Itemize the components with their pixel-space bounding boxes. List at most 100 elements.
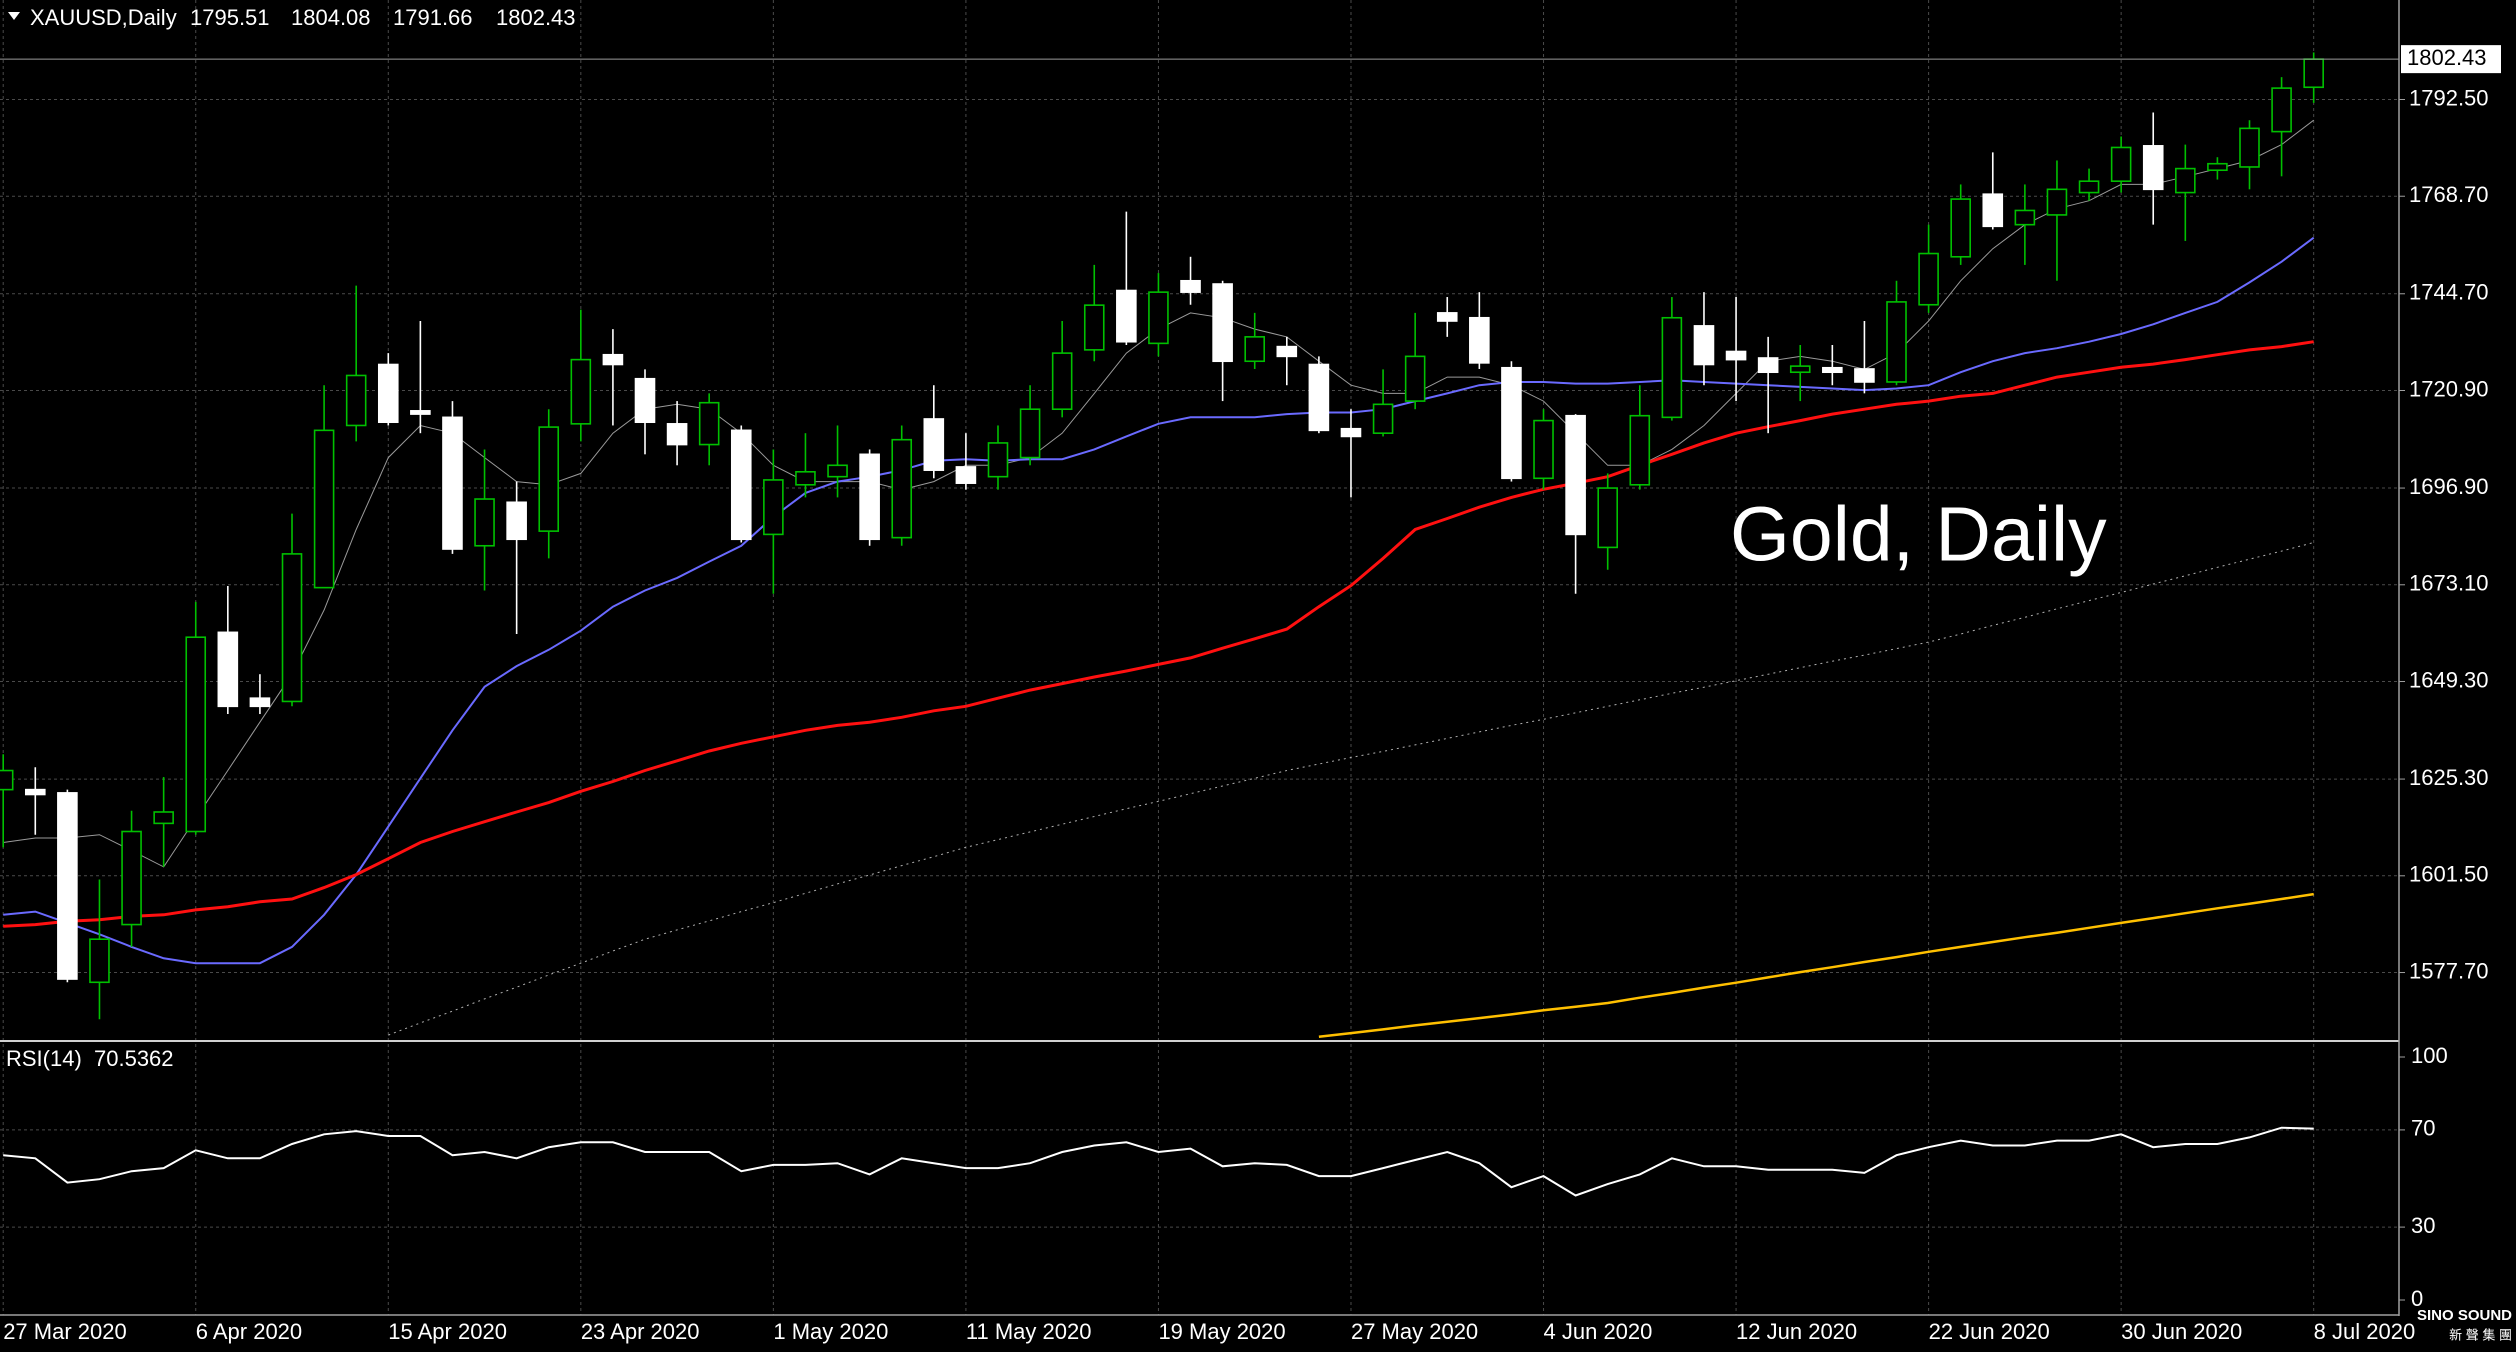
candle-body [2271,87,2292,133]
candle-body [0,769,14,791]
candle-body [730,429,752,541]
candle-body [1982,193,2004,228]
current-price-tag [2401,45,2501,74]
candle-body [1372,403,1394,434]
candle-body [1789,365,1811,374]
candle-body [1886,301,1907,383]
candle-body [1404,355,1426,402]
candle-body [1629,414,1651,486]
candle-body [1597,487,1618,549]
current-price-label: 1802.43 [2407,45,2487,70]
x-tick-label: 6 Apr 2020 [196,1319,302,1344]
header-low: 1791.66 [393,5,473,30]
candle-body [410,410,431,415]
candle-body [121,830,142,926]
y-tick-label: 1768.70 [2409,182,2489,207]
candle-body [2078,180,2100,194]
x-tick-label: 8 Jul 2020 [2314,1319,2416,1344]
candle-body [1051,352,1073,411]
header-open: 1795.51 [190,5,270,30]
y-tick-label: 1577.70 [2409,958,2489,983]
y-tick-label: 0 [2411,1286,2423,1311]
candle-body [602,353,624,366]
candle-body [153,811,174,825]
y-tick-label: 1696.90 [2409,474,2489,499]
watermark: Gold, Daily [1730,491,2107,577]
rsi-panel [3,1126,2314,1197]
moving-average-line [1318,892,2314,1038]
candle-body [1661,316,1683,419]
candle-body [1918,252,1939,306]
candle-body [249,697,271,708]
candle-body [666,423,688,446]
candle-body [89,938,110,984]
candle-body [1116,289,1137,343]
candle-body [1148,291,1169,345]
menu-triangle[interactable] [8,12,20,20]
candle-body [1693,325,1715,366]
rsi-line [3,1126,2314,1197]
candle-body [698,401,720,446]
x-tick-label: 11 May 2020 [966,1319,1092,1344]
candle-body [442,416,463,550]
candle-body [281,553,303,703]
x-tick-label: 22 Jun 2020 [1929,1319,2050,1344]
candle-body [506,501,527,541]
x-tick-label: 12 Jun 2020 [1736,1319,1857,1344]
header-close: 1802.43 [496,5,576,30]
x-tick-label: 27 May 2020 [1351,1319,1478,1344]
candle-body [185,636,207,833]
candle-body [345,374,367,427]
candle-body [2239,127,2260,168]
candle-body [1212,283,1233,363]
axis-layer: 27 Mar 2020 6 Apr 2020 15 Apr 2020 23 Apr 2… [0,45,2501,1344]
candle-body [923,418,945,471]
y-tick-label: 1744.70 [2409,280,2489,305]
candle-body [1019,408,1041,459]
candle-body [24,788,46,796]
candle-body [1180,279,1201,293]
candle-body [2014,209,2036,226]
y-tick-label: 1649.30 [2409,667,2489,692]
candle-body [2142,145,2164,191]
y-tick-label: 1625.30 [2409,765,2489,790]
candle-body [2110,146,2132,182]
candle-body [795,470,816,486]
moving-average-line [3,236,2315,965]
y-tick-label: 100 [2411,1043,2448,1068]
candle-body [1340,427,1362,438]
candle-body [1083,304,1105,351]
x-tick-label: 15 Apr 2020 [388,1319,507,1344]
candle-body [2303,58,2324,89]
candle-body [859,453,880,541]
y-tick-label: 1792.50 [2409,85,2489,110]
candle-body [1469,316,1490,364]
y-tick-label: 1720.90 [2409,376,2489,401]
rsi-value: 70.5362 [94,1046,174,1071]
header-high: 1804.08 [291,5,371,30]
x-tick-label: 23 Apr 2020 [581,1319,700,1344]
logo-text: SINO SOUND [2417,1307,2512,1324]
candle-body [2207,162,2228,172]
y-tick-label: 30 [2411,1213,2435,1238]
y-tick-label: 70 [2411,1116,2435,1141]
candle-body [2046,188,2068,216]
candle-body [1501,366,1522,480]
rsi-title: RSI(14) [6,1046,82,1071]
candle-body [1244,336,1266,363]
x-tick-label: 27 Mar 2020 [3,1319,127,1344]
x-tick-label: 1 May 2020 [773,1319,888,1344]
x-tick-label: 19 May 2020 [1158,1319,1285,1344]
symbol-title: XAUUSD,Daily [30,5,177,30]
candle-body [377,363,399,424]
candle-body [1308,363,1330,432]
candle-body [2175,167,2196,194]
candle-body [1565,414,1586,536]
x-tick-label: 4 Jun 2020 [1544,1319,1653,1344]
candle-body [1725,350,1747,361]
candle-body [1276,345,1298,358]
candle-body [570,358,592,425]
candle-body [1950,198,1971,258]
